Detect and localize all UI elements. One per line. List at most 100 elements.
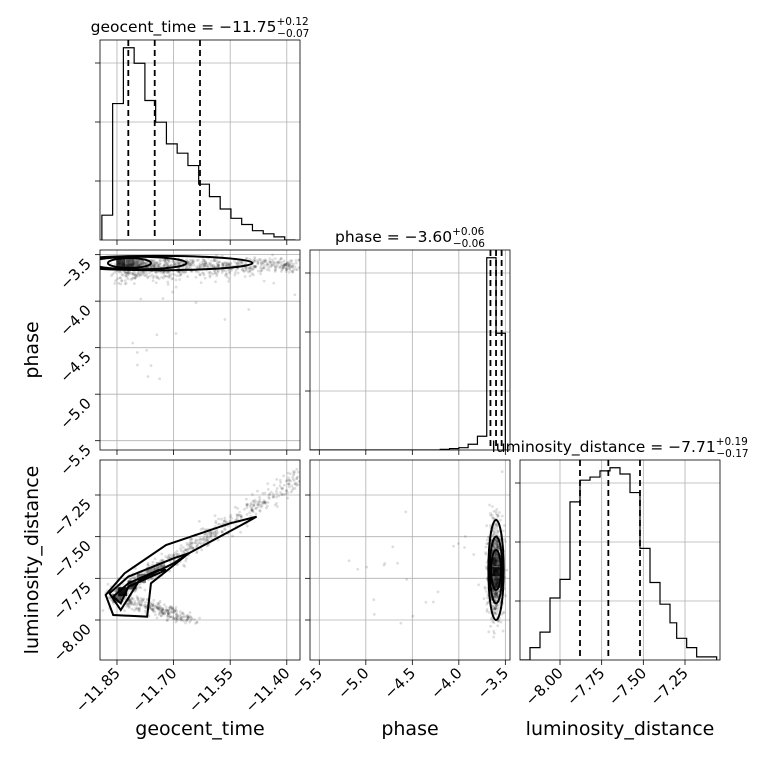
sample-point: [180, 612, 184, 615]
sample-point: [243, 275, 247, 278]
sample-point: [295, 467, 299, 471]
sample-point: [195, 259, 199, 262]
sample-point: [266, 262, 270, 266]
sample-point: [485, 542, 489, 546]
sample-point: [495, 513, 499, 517]
sample-point: [197, 519, 201, 523]
sample-point: [162, 603, 166, 607]
x-tick-label: −11.70: [128, 664, 180, 716]
y-tick-label: −4.5: [56, 348, 94, 386]
sample-point: [203, 263, 207, 267]
sample-point: [161, 611, 165, 615]
sample-point: [289, 265, 293, 269]
sample-point: [157, 277, 161, 281]
sample-point: [186, 613, 190, 617]
x-tick-label: −3.5: [474, 664, 512, 702]
sample-point: [213, 530, 217, 534]
sample-point: [151, 604, 155, 607]
sample-point: [182, 615, 186, 618]
sample-point: [179, 544, 183, 547]
sample-point: [143, 604, 147, 607]
sample-point: [498, 536, 502, 540]
sample-point: [229, 269, 233, 272]
sample-point: [185, 615, 189, 619]
sample-point: [195, 551, 199, 555]
sample-point: [492, 621, 496, 625]
sample-point: [303, 483, 306, 486]
sample-point: [146, 563, 150, 567]
y-tick-label: −7.25: [50, 495, 95, 540]
sample-point: [123, 279, 127, 283]
sample-point: [297, 258, 300, 262]
sample-point: [262, 259, 265, 262]
sample-point: [278, 266, 282, 269]
sample-point: [227, 279, 231, 283]
sample-point: [424, 600, 428, 604]
sample-point: [163, 260, 167, 264]
sample-point: [182, 261, 186, 265]
sample-point: [280, 493, 284, 497]
sample-point: [289, 261, 293, 265]
sample-point: [266, 482, 270, 485]
sample-point: [236, 260, 240, 264]
sample-point: [127, 271, 131, 274]
sample-point: [486, 535, 490, 539]
sample-point: [240, 515, 243, 519]
sample-point: [136, 601, 140, 605]
sample-point: [287, 482, 291, 485]
sample-point: [496, 609, 500, 613]
sample-point: [287, 476, 290, 480]
sample-point: [128, 601, 132, 605]
sample-point: [495, 552, 498, 556]
sample-point: [128, 600, 132, 604]
sample-point: [188, 611, 192, 614]
sample-point: [173, 260, 177, 264]
sample-point: [169, 263, 173, 267]
sample-point: [166, 270, 169, 274]
sample-point: [493, 532, 496, 536]
sample-point: [271, 495, 275, 499]
sample-point: [251, 509, 254, 513]
sample-point: [238, 262, 242, 266]
sample-point: [494, 606, 497, 610]
sample-point: [493, 523, 496, 527]
sample-point: [216, 264, 220, 268]
sample-point: [495, 607, 498, 611]
sample-point: [258, 495, 261, 499]
sample-point: [175, 617, 179, 621]
sample-point: [187, 547, 190, 551]
sample-point: [224, 269, 228, 273]
sample-point: [211, 263, 215, 267]
sample-point: [253, 264, 257, 268]
sample-point: [143, 274, 147, 277]
sample-point: [491, 606, 495, 610]
sample-point: [292, 479, 296, 483]
sample-point: [297, 258, 300, 262]
sample-point: [132, 602, 136, 605]
sample-point: [365, 565, 369, 569]
sample-point: [203, 264, 207, 268]
sample-point: [151, 259, 155, 263]
sample-point: [294, 261, 298, 265]
sample-point: [170, 610, 173, 614]
sample-point: [249, 502, 253, 505]
sample-point: [233, 505, 237, 509]
sample-point: [201, 541, 205, 545]
sample-point: [157, 607, 160, 611]
sample-point: [307, 480, 310, 483]
sample-point: [201, 538, 205, 542]
sample-point: [151, 279, 155, 283]
sample-point: [127, 272, 130, 276]
sample-point: [187, 616, 191, 620]
contour-level: [487, 519, 505, 621]
sample-point: [237, 262, 240, 266]
panel-geocent_time-hist: geocent_time = −11.75+0.12 −0.07: [91, 16, 309, 245]
sample-point: [493, 608, 497, 611]
x-tick-label: −11.85: [72, 664, 124, 716]
sample-point: [493, 552, 497, 556]
histogram-luminosity_distance: [520, 467, 718, 660]
sample-point: [150, 607, 154, 611]
sample-point: [297, 266, 300, 269]
sample-point: [292, 262, 295, 266]
sample-point: [149, 602, 153, 606]
